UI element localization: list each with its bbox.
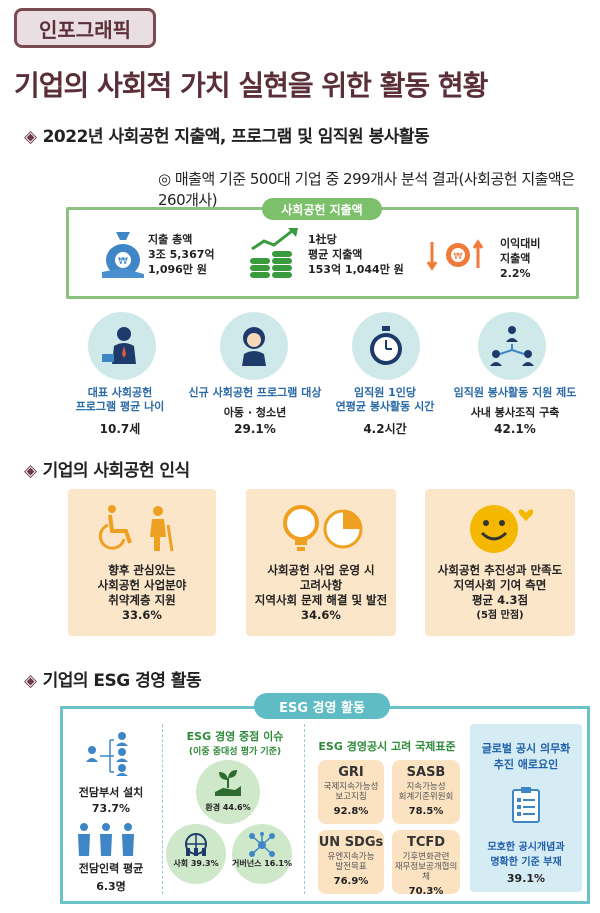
governance-label: 거버넌스 16.1%: [232, 859, 292, 868]
wheelchair-elderly-icon: [94, 503, 190, 557]
diamond-icon: ◈: [24, 671, 37, 691]
analysis-note: ◎ 매출액 기준 500대 기업 중 299개사 분석 결과(사회공헌 지출액은…: [158, 170, 575, 209]
section3-heading: ◈ 기업의 ESG 경영 활동: [24, 671, 202, 691]
bulb-pie-icon: [271, 503, 371, 559]
social-label: 사회 39.3%: [173, 859, 219, 868]
divider: [162, 724, 163, 894]
esg-pill: ESG 경영 활동: [254, 693, 390, 719]
stat-total: 지출 총액 3조 5,367억 1,096만 원: [148, 233, 215, 276]
divider: [304, 724, 305, 894]
stat-volunteer-support: 임직원 봉사활동 지원 제도 사내 봉사조직 구축 42.1%: [453, 386, 577, 436]
page-title: 기업의 사회적 가치 실현을 위한 활동 현황: [14, 69, 488, 102]
card-interest: 향후 관심있는 사회공헌 사업분야 취약계층 지원 33.6%: [68, 489, 216, 636]
stat-profit-ratio: 이익대비 지출액 2.2%: [500, 237, 541, 280]
money-bag-icon: ₩: [102, 228, 144, 282]
social-bubble: [166, 824, 226, 884]
environment-bubble: 환경 44.6%: [196, 760, 260, 824]
global-disclosure-box: 글로벌 공시 의무화 추진 애로요인 모호한 공시개념과 명확한 기준 부재 3…: [470, 724, 582, 892]
card-consideration: 사회공헌 사업 운영 시 고려사항 지역사회 문제 해결 및 발전 34.6%: [246, 489, 396, 636]
svg-text:₩: ₩: [118, 256, 128, 267]
spending-pill: 사회공헌 지출액: [262, 198, 382, 220]
std-sasb: SASB 지속가능성 회계기준위원회 78.5%: [392, 760, 460, 824]
stat-dept: 전담부서 설치 73.7%: [78, 786, 144, 815]
stat-average: 1社당 평균 지출액 153억 1,044만 원: [308, 233, 404, 276]
infographic-badge: 인포그래픽: [14, 8, 156, 48]
card-satisfaction: 사회공헌 추진성과 만족도 지역사회 기여 측면 평균 4.3점 (5점 만점): [425, 489, 575, 636]
std-tcfd: TCFD 기후변화관련 재무정보공개협의체 70.3%: [392, 830, 460, 897]
governance-bubble: [232, 824, 292, 884]
stat-new-program: 신규 사회공헌 프로그램 대상 아동 · 청소년 29.1%: [188, 386, 322, 436]
coin-growth-icon: [248, 225, 304, 283]
diamond-icon: ◈: [24, 461, 37, 481]
std-un-sdgs: UN SDGs 유엔지속가능 발전목표 76.9%: [318, 830, 384, 894]
plant-hand-icon: [196, 770, 260, 802]
stat-ceo-program: 대표 사회공헌 프로그램 평균 나이 10.7세: [75, 386, 165, 436]
child-icon: [220, 312, 288, 380]
checklist-icon: [470, 786, 582, 828]
stat-staff: 전담인력 평균 6.3명: [78, 862, 144, 893]
globe-people-icon: [166, 832, 226, 862]
std-gri: GRI 국제지속가능성 보고지침 92.8%: [318, 760, 384, 824]
standards-title: ESG 경영공시 고려 국제표준: [318, 740, 456, 753]
network-icon: [232, 832, 292, 862]
svg-text:₩: ₩: [454, 252, 463, 262]
organization-icon: [478, 312, 546, 380]
staff-group-icon: [74, 822, 140, 860]
smiley-heart-icon: [460, 499, 540, 559]
esg-issues-title: ESG 경영 중점 이슈 (이중 중대성 평가 기준): [186, 730, 284, 757]
ceo-icon: [88, 312, 156, 380]
department-org-icon: [86, 730, 132, 780]
stopwatch-icon: [352, 312, 420, 380]
section2-heading: ◈ 기업의 사회공헌 인식: [24, 461, 190, 481]
profit-ratio-icon: ₩: [426, 238, 490, 276]
stat-volunteer-hours: 임직원 1인당 연평균 봉사활동 시간 4.2시간: [335, 386, 435, 436]
diamond-icon: ◈: [24, 127, 37, 147]
section1-heading: ◈ 2022년 사회공헌 지출액, 프로그램 및 임직원 봉사활동: [24, 127, 430, 147]
